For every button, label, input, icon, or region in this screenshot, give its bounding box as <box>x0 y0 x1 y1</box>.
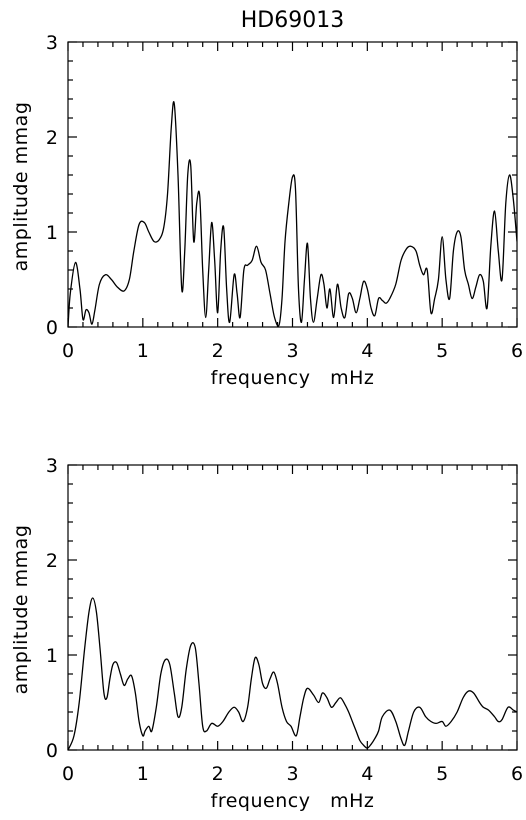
x-axis-label: frequency mHz <box>211 790 375 812</box>
y-tick-label: 1 <box>46 645 58 667</box>
chart-panel-1: HD69013 0 1 2 3 4 5 6 0 1 2 3 frequency mHz amplitude… <box>10 8 523 389</box>
chart-panel-2: 0 1 2 3 4 5 6 0 1 2 3 frequency mHz amplitude mmag <box>10 455 523 812</box>
y-tick-label: 1 <box>46 222 58 244</box>
x-tick-label: 5 <box>436 340 448 362</box>
y-tick-label: 0 <box>46 317 58 339</box>
x-tick-label: 4 <box>361 763 373 785</box>
x-tick-label: 2 <box>212 763 224 785</box>
y-tick-label: 3 <box>46 32 58 54</box>
y-tick-label: 2 <box>46 127 58 149</box>
y-tick-label: 0 <box>46 740 58 762</box>
x-tick-label: 6 <box>511 340 523 362</box>
x-tick-label: 1 <box>137 340 149 362</box>
plot-frame <box>67 464 518 751</box>
x-tick-label: 5 <box>436 763 448 785</box>
x-tick-label: 6 <box>511 763 523 785</box>
amplitude-spectrum-line-1 <box>68 101 517 327</box>
y-tick-label: 2 <box>46 550 58 572</box>
y-tick-label: 3 <box>46 455 58 477</box>
x-tick-label: 2 <box>212 340 224 362</box>
x-tick-label: 0 <box>62 340 74 362</box>
x-tick-label: 4 <box>361 340 373 362</box>
y-axis-label: amplitude mmag <box>10 102 32 272</box>
x-tick-label: 3 <box>286 763 298 785</box>
amplitude-spectrum-line-1 <box>68 597 517 750</box>
x-tick-label: 1 <box>137 763 149 785</box>
plot-frame <box>67 41 518 328</box>
y-axis-label: amplitude mmag <box>10 525 32 695</box>
x-tick-label: 0 <box>62 763 74 785</box>
chart-title: HD69013 <box>241 8 344 33</box>
x-tick-label: 3 <box>286 340 298 362</box>
x-axis-label: frequency mHz <box>211 367 375 389</box>
